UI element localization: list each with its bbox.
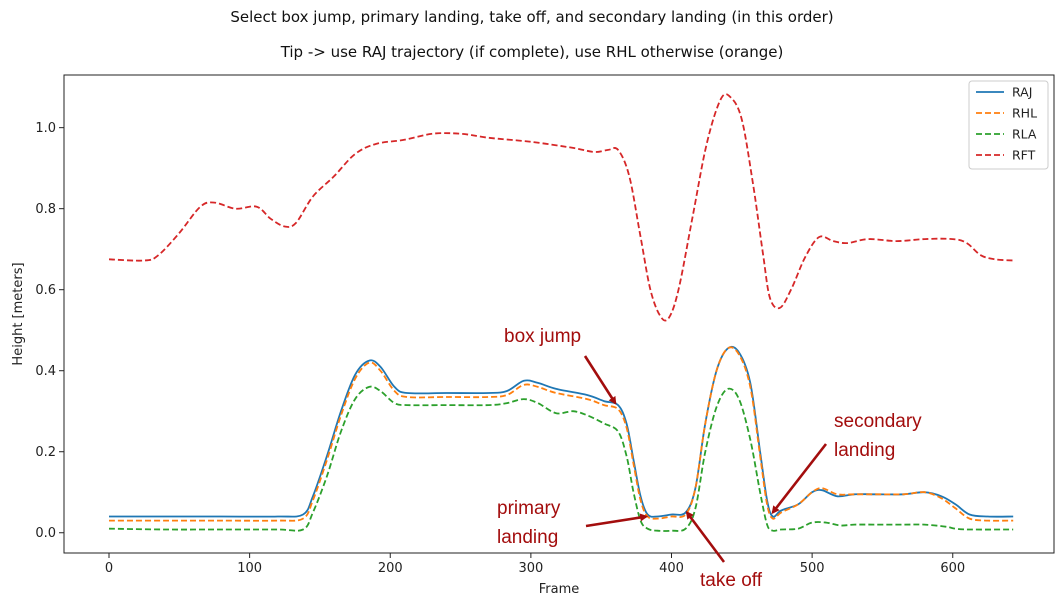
- annotation-arrow: [771, 443, 828, 515]
- y-tick-label: 0.0: [35, 526, 56, 541]
- series-line-rla: [108, 385, 1014, 532]
- series-line-rhl: [109, 346, 1014, 522]
- legend-label-raj: RAJ: [1012, 85, 1032, 100]
- annotation-layer: box jump primary landing take off secondary l…: [497, 326, 922, 591]
- y-tick-label: 1.0: [35, 121, 56, 136]
- series-line-raj: [108, 345, 1014, 518]
- chart-subtitle: Tip -> use RAJ trajectory (if complete),…: [280, 43, 784, 61]
- annotation-arrow: [585, 513, 649, 528]
- y-tick-label: 0.8: [35, 202, 56, 217]
- y-tick-label: 0.2: [35, 445, 56, 460]
- annotation-primary-landing: primary landing: [497, 498, 561, 548]
- axis-layer: 0 100 200 300 400 500 600 0.0 0.2 0.4 0.6 0.8 1.0: [35, 121, 965, 576]
- legend-label-rft: RFT: [1012, 148, 1036, 163]
- x-axis-label: Frame: [539, 582, 580, 597]
- x-tick-label: 300: [518, 561, 543, 576]
- x-tick-label: 0: [105, 561, 113, 576]
- y-tick-label: 0.6: [35, 283, 56, 298]
- x-tick-label: 100: [237, 561, 262, 576]
- y-tick-label: 0.4: [35, 364, 56, 379]
- annotation-arrow: [583, 355, 617, 405]
- x-tick-label: 200: [378, 561, 403, 576]
- x-tick-label: 600: [940, 561, 965, 576]
- chart-title: Select box jump, primary landing, take o…: [230, 8, 834, 26]
- annotation-take-off: take off: [700, 570, 763, 591]
- x-tick-label: 400: [659, 561, 684, 576]
- series-layer: [108, 93, 1014, 532]
- series-line-rft: [108, 93, 1014, 322]
- legend-label-rhl: RHL: [1012, 106, 1037, 121]
- annotation-secondary-landing: secondary landing: [834, 411, 922, 461]
- legend-box: [968, 80, 1049, 170]
- annotation-arrow: [685, 510, 726, 563]
- plot-frame: [63, 74, 1055, 554]
- legend: RAJ RHL RLA RFT: [968, 80, 1049, 170]
- legend-label-rla: RLA: [1012, 127, 1037, 142]
- x-tick-label: 500: [800, 561, 825, 576]
- annotation-box-jump: box jump: [504, 326, 581, 347]
- y-axis-label: Height [meters]: [11, 262, 26, 365]
